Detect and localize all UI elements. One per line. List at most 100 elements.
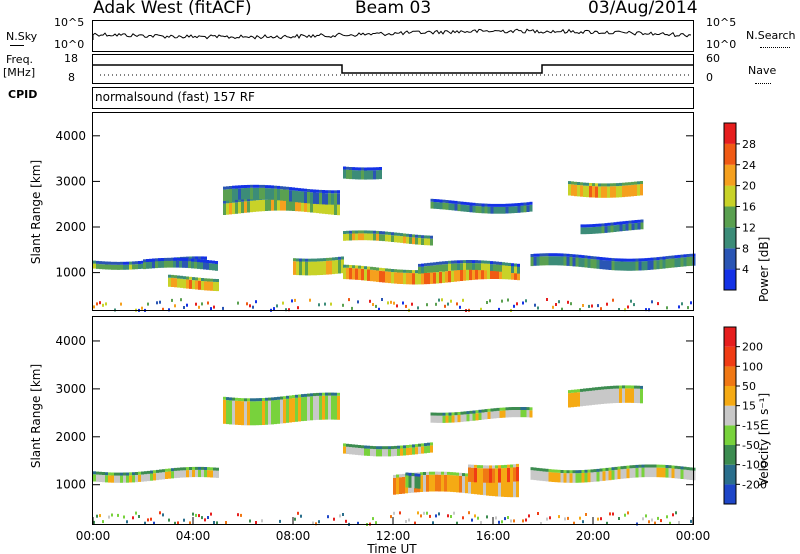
data-cell bbox=[397, 272, 400, 284]
data-cell bbox=[595, 183, 598, 187]
data-cell bbox=[542, 471, 546, 482]
data-cell bbox=[552, 305, 554, 309]
data-cell bbox=[563, 253, 567, 257]
data-cell bbox=[185, 261, 188, 268]
data-cell bbox=[229, 200, 232, 203]
data-cell bbox=[204, 256, 207, 260]
data-cell bbox=[223, 203, 226, 215]
data-cell bbox=[469, 205, 473, 213]
data-cell bbox=[644, 258, 648, 262]
data-cell bbox=[671, 465, 675, 469]
data-cell bbox=[557, 253, 561, 257]
data-cell bbox=[357, 521, 359, 525]
data-cell bbox=[430, 262, 433, 266]
data-cell bbox=[623, 258, 627, 262]
data-cell bbox=[138, 471, 141, 475]
data-cell bbox=[191, 258, 194, 262]
data-cell bbox=[438, 471, 441, 475]
data-cell bbox=[574, 184, 577, 197]
data-cell bbox=[582, 304, 584, 307]
data-cell bbox=[378, 307, 380, 311]
data-cell bbox=[415, 234, 418, 238]
data-cell bbox=[402, 476, 405, 494]
data-cell bbox=[99, 261, 102, 265]
data-cell bbox=[427, 442, 430, 446]
data-cell bbox=[379, 167, 382, 170]
data-cell bbox=[526, 410, 530, 418]
data-cell bbox=[418, 237, 421, 245]
data-cell bbox=[523, 407, 527, 410]
data-cell bbox=[210, 470, 213, 478]
data-cell bbox=[126, 472, 129, 476]
data-cell bbox=[451, 200, 455, 204]
data-cell bbox=[179, 260, 182, 268]
data-cell bbox=[132, 516, 134, 520]
data-cell bbox=[319, 189, 322, 193]
data-cell bbox=[529, 201, 533, 205]
data-cell bbox=[346, 169, 349, 179]
data-cell bbox=[346, 267, 349, 280]
data-cell bbox=[551, 469, 555, 473]
data-cell bbox=[247, 198, 250, 202]
data-cell bbox=[445, 200, 449, 203]
data-cell bbox=[244, 188, 247, 200]
data-cell bbox=[555, 303, 557, 306]
colorbar-segment bbox=[724, 206, 736, 228]
data-cell bbox=[665, 256, 669, 260]
data-cell bbox=[610, 222, 614, 226]
data-cell bbox=[602, 468, 606, 472]
data-cell bbox=[680, 469, 684, 479]
data-cell bbox=[320, 258, 323, 262]
data-cell bbox=[223, 396, 226, 400]
data-cell bbox=[207, 470, 210, 478]
data-cell bbox=[629, 468, 633, 478]
data-cell bbox=[501, 465, 504, 469]
data-cell bbox=[504, 517, 506, 521]
data-cell bbox=[607, 386, 610, 390]
data-cell bbox=[135, 264, 138, 270]
data-cell bbox=[409, 234, 412, 238]
data-cell bbox=[628, 185, 631, 197]
colorbar-segment bbox=[724, 366, 736, 386]
data-cell bbox=[241, 398, 244, 402]
data-cell bbox=[409, 270, 412, 273]
data-cell bbox=[456, 472, 459, 476]
data-cell bbox=[150, 473, 153, 481]
data-cell bbox=[436, 415, 440, 423]
data-cell bbox=[210, 281, 213, 291]
data-cell bbox=[616, 388, 619, 403]
data-cell bbox=[568, 184, 571, 196]
data-cell bbox=[423, 472, 426, 475]
data-cell bbox=[99, 264, 102, 270]
data-cell bbox=[427, 238, 430, 246]
data-cell bbox=[412, 447, 415, 455]
data-cell bbox=[622, 388, 625, 403]
data-cell bbox=[342, 303, 344, 307]
data-cell bbox=[501, 299, 503, 303]
data-cell bbox=[587, 255, 591, 259]
data-cell bbox=[499, 267, 502, 280]
data-cell bbox=[450, 472, 453, 476]
data-cell bbox=[304, 188, 307, 192]
data-cell bbox=[450, 475, 453, 492]
nsky-tick-top: 10^5 bbox=[54, 16, 85, 29]
data-cell bbox=[376, 449, 379, 457]
data-cell bbox=[469, 268, 472, 281]
data-cell bbox=[457, 415, 461, 423]
data-cell bbox=[96, 514, 98, 518]
data-cell bbox=[566, 473, 570, 483]
data-cell bbox=[355, 230, 358, 234]
data-cell bbox=[358, 268, 361, 280]
data-cell bbox=[156, 301, 158, 305]
data-cell bbox=[310, 189, 313, 193]
colorbar-frame bbox=[723, 326, 737, 505]
data-cell bbox=[490, 408, 494, 412]
data-cell bbox=[318, 520, 320, 524]
data-cell bbox=[311, 258, 314, 262]
data-cell bbox=[442, 202, 446, 210]
data-cell bbox=[610, 186, 613, 198]
data-cell bbox=[301, 397, 304, 422]
data-cell bbox=[495, 465, 498, 469]
data-cell bbox=[412, 237, 415, 245]
data-cell bbox=[361, 445, 364, 449]
